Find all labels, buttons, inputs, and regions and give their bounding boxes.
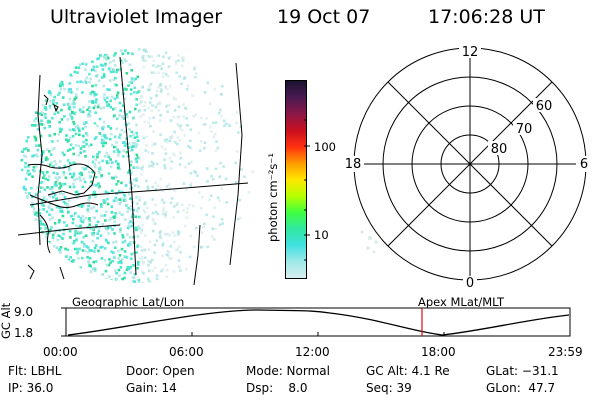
observation-time: 17:06:28 UT [428, 6, 545, 28]
colorbar-ticks [304, 119, 310, 261]
time-tick-0000: 00:00 [43, 345, 78, 359]
mlat-label-60: 60 [536, 99, 553, 114]
ip-readout: IP: 36.0 [8, 381, 54, 395]
mlt-label-12: 12 [462, 45, 479, 60]
colorbar-tick-10: 10 [314, 228, 329, 242]
apex-grid-label: Apex MLat/MLT [418, 295, 505, 309]
coastline-and-grid [17, 56, 249, 286]
altitude-curve [67, 309, 570, 336]
gain-readout: Gain: 14 [126, 381, 177, 395]
polar-diagonal-2 [387, 81, 553, 247]
geographic-image [17, 47, 256, 286]
dsp-readout: Dsp: 8.0 [246, 381, 308, 395]
seq-readout: Seq: 39 [366, 381, 412, 395]
time-tick-1800: 18:00 [421, 345, 456, 359]
mode-readout: Mode: Normal [246, 364, 330, 378]
orbit-altitude-plot [61, 307, 571, 337]
filter-readout: Flt: LBHL [8, 364, 62, 378]
door-readout: Door: Open [126, 364, 195, 378]
time-tick-0600: 06:00 [169, 345, 204, 359]
time-tick-2359: 23:59 [548, 345, 583, 359]
alt-tick-high: 9.0 [14, 305, 34, 319]
mlat-label-80: 80 [491, 142, 508, 157]
glon-readout: GLon: 47.7 [486, 381, 556, 395]
observation-date: 19 Oct 07 [277, 6, 371, 28]
glat-readout: GLat: −31.1 [486, 364, 559, 378]
colorbar-tick-100: 100 [314, 140, 336, 154]
aurora-emission [20, 47, 256, 283]
polar-mlat-mlt-plot: 12 18 6 0 60 70 80 [342, 44, 592, 291]
polar-emission [360, 230, 378, 254]
gc-alt-readout: GC Alt: 4.1 Re [366, 364, 450, 378]
mlat-label-70: 70 [516, 122, 533, 137]
time-tick-1200: 12:00 [295, 345, 330, 359]
mlt-label-18: 18 [345, 157, 362, 172]
imager-title: Ultraviolet Imager [50, 6, 223, 28]
mlt-label-6: 6 [580, 157, 588, 172]
colorbar-unit-label: photon cm⁻²s⁻¹ [266, 153, 280, 242]
colorbar-gradient [286, 81, 306, 278]
alt-tick-low: 1.8 [14, 326, 34, 340]
gc-alt-axis-label: GC Alt [0, 302, 13, 339]
mlt-label-0: 0 [466, 276, 474, 291]
geographic-grid-label: Geographic Lat/Lon [72, 295, 185, 309]
